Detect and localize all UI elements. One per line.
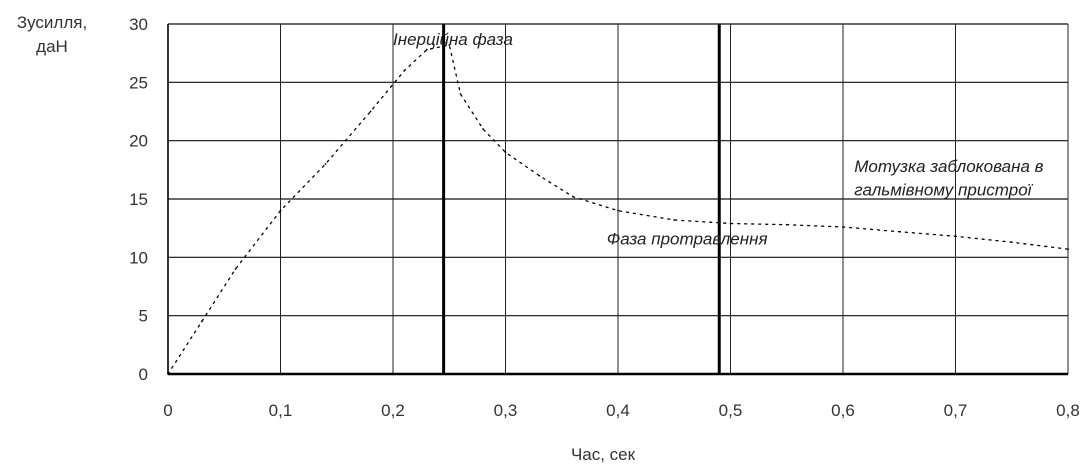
x-tick-label: 0,5: [719, 401, 743, 420]
x-tick-label: 0,8: [1056, 401, 1080, 420]
x-axis-label: Час, сек: [571, 445, 636, 464]
tick-labels: 0 5 10 15 20 25 30 0 0,1 0,2 0,3 0,4 0,5 0,6 0,7 0,8: [129, 15, 1080, 420]
data-point: [617, 209, 619, 212]
data-point: [954, 235, 957, 238]
annotation-text: Інерційна фаза: [393, 30, 513, 49]
y-tick-label: 15: [129, 190, 148, 209]
annotation-text: Фаза протравлення: [607, 230, 768, 249]
y-tick-label: 5: [139, 307, 148, 326]
data-point: [324, 163, 327, 165]
phase-dividers: [442, 24, 721, 374]
data-point: [572, 195, 574, 198]
y-axis-label-line-2: даН: [36, 37, 68, 56]
series: [167, 44, 1069, 375]
data-point: [279, 209, 282, 212]
x-tick-label: 0,6: [831, 401, 855, 420]
y-tick-label: 30: [129, 15, 148, 34]
data-point: [538, 174, 541, 177]
x-tick-label: 0: [163, 401, 172, 420]
data-point: [898, 230, 901, 233]
y-axis-label-line-1: Зусилля,: [17, 13, 87, 32]
x-tick-label: 0,7: [944, 401, 968, 420]
data-point: [673, 219, 676, 221]
y-tick-label: 20: [129, 132, 148, 151]
data-point: [785, 223, 788, 226]
data-point: [1067, 248, 1069, 251]
x-tick-label: 0,1: [269, 401, 293, 420]
data-point: [842, 226, 844, 228]
data-point: [425, 48, 428, 51]
annotation-text: Мотузка заблокована в: [854, 157, 1043, 176]
data-point: [403, 69, 406, 72]
data-point: [167, 373, 169, 375]
data-point: [1010, 241, 1013, 244]
data-point: [482, 128, 484, 130]
data-point: [369, 110, 372, 113]
data-point: [200, 320, 203, 323]
y-tick-label: 10: [129, 248, 148, 267]
y-tick-label: 0: [139, 365, 148, 384]
data-point: [448, 44, 451, 46]
x-tick-label: 0,3: [494, 401, 518, 420]
data-point: [729, 222, 732, 225]
data-point: [459, 93, 462, 95]
annotation-text: гальмівному пристрої: [854, 181, 1033, 200]
grid: [167, 23, 1069, 376]
data-point: [504, 151, 507, 154]
y-tick-label: 25: [129, 73, 148, 92]
x-tick-label: 0,2: [381, 401, 405, 420]
data-point: [234, 268, 237, 270]
annotations: Інерційна фаза Фаза протравлення Мотузка з…: [393, 30, 1044, 249]
x-tick-label: 0,4: [606, 401, 630, 420]
